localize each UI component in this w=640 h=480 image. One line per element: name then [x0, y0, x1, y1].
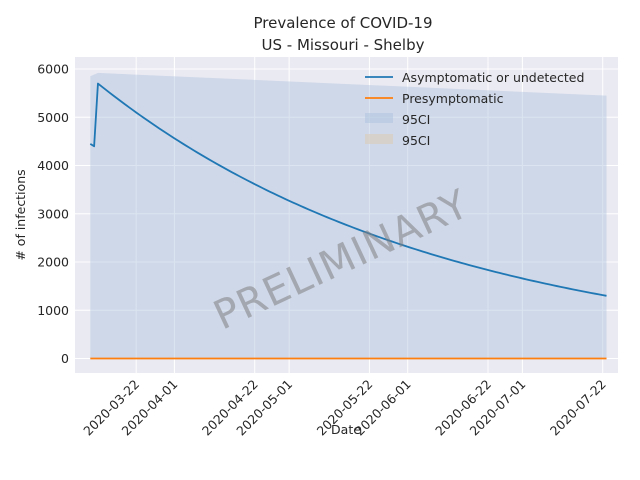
y-tick-label: 5000: [37, 110, 69, 125]
y-axis-label: # of infections: [13, 169, 28, 260]
y-tick-label: 2000: [37, 255, 69, 270]
confidence-bands: [90, 72, 607, 359]
grid: [75, 57, 618, 373]
plot-background: [75, 57, 618, 373]
legend-label-95ci-2: 95CI: [402, 133, 430, 148]
legend-swatch-95ci-1: [365, 113, 393, 123]
y-tick-label: 1000: [37, 303, 69, 318]
y-tick-label: 4000: [37, 158, 69, 173]
y-tick-labels: 0 1000 2000 3000 4000 5000 6000: [37, 62, 69, 366]
legend: Asymptomatic or undetected Presymptomati…: [365, 70, 584, 148]
y-tick-label: 6000: [37, 62, 69, 77]
legend-swatch-95ci-2: [365, 134, 393, 144]
y-tick-label: 0: [61, 351, 69, 366]
ci-band-1: [90, 72, 607, 359]
x-tick-label: 2020-07-22: [547, 377, 609, 439]
legend-label-95ci-1: 95CI: [402, 112, 430, 127]
chart-subtitle: US - Missouri - Shelby: [262, 36, 425, 54]
x-axis-label: Date: [331, 422, 361, 437]
legend-label-presymptomatic: Presymptomatic: [402, 91, 504, 106]
legend-label-asymptomatic: Asymptomatic or undetected: [402, 70, 584, 85]
chart-title: Prevalence of COVID-19: [253, 14, 432, 32]
y-tick-label: 3000: [37, 206, 69, 221]
series-line-asymptomatic: [89, 82, 607, 297]
series-lines: [89, 82, 607, 360]
